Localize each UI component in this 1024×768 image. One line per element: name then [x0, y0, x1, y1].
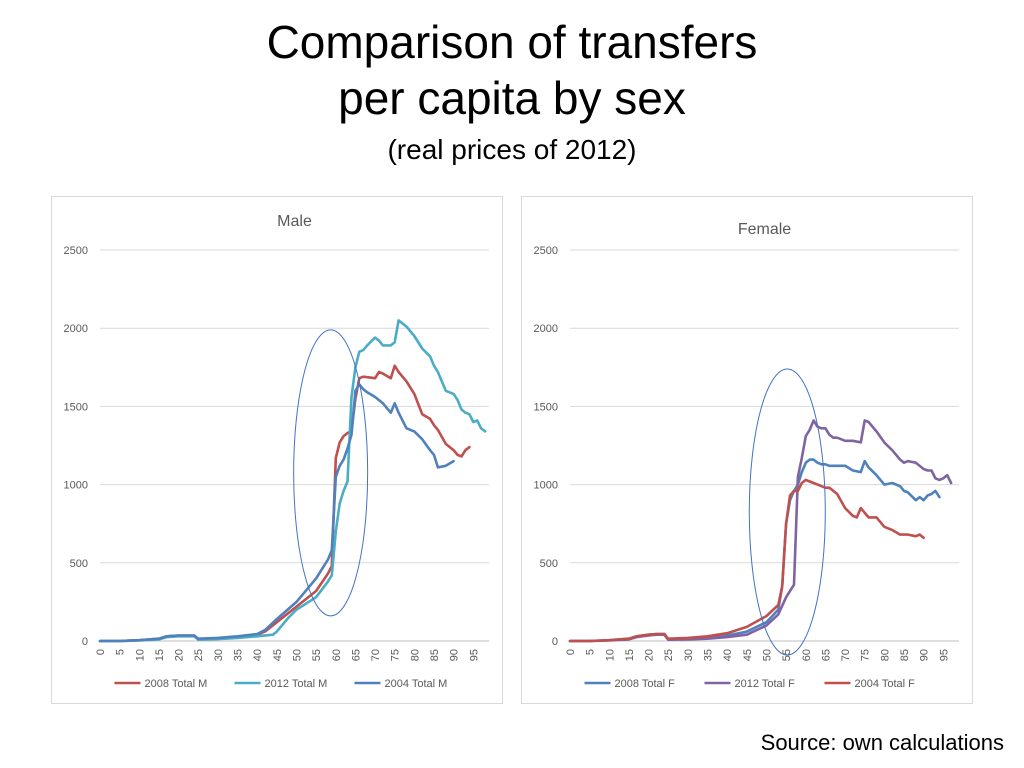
female-highlight-ellipse	[748, 368, 826, 656]
male-chart-panel: Male 0 500 1000 1500 2000 2500 0 5 10 15 20 25 30 35 40…	[51, 196, 503, 704]
female-x-tick-label: 50	[761, 649, 773, 661]
male-series-line-2004-total-m	[98, 383, 455, 643]
male-x-tick-label: 85	[429, 649, 441, 661]
male-y-tick-label: 1000	[64, 480, 88, 492]
male-x-tick-label: 0	[95, 649, 107, 655]
male-x-tick-label: 65	[350, 649, 362, 661]
female-x-tick-label: 70	[840, 649, 852, 661]
male-x-tick-label: 60	[331, 649, 343, 661]
male-y-tick-label: 2500	[64, 245, 88, 257]
female-y-tick-label: 2000	[534, 323, 558, 335]
female-x-tick-label: 60	[801, 649, 813, 661]
female-x-tick-label: 85	[899, 649, 911, 661]
male-highlight-ellipse	[293, 329, 369, 617]
female-legend-label: 2004 Total F	[855, 678, 916, 690]
female-x-tick-label: 20	[644, 649, 656, 661]
female-x-tick-label: 95	[938, 649, 950, 661]
male-x-tick-label: 35	[233, 649, 245, 661]
male-y-tick-label: 2000	[64, 323, 88, 335]
female-x-tick-label: 65	[820, 649, 832, 661]
female-y-tick-label: 1500	[534, 401, 558, 413]
female-legend-label: 2008 Total F	[615, 678, 676, 690]
source-note: Source: own calculations	[760, 730, 1004, 755]
female-x-tick-label: 35	[703, 649, 715, 661]
male-x-tick-label: 20	[174, 649, 186, 661]
male-x-tick-label: 95	[468, 649, 480, 661]
male-y-tick-label: 0	[82, 636, 88, 648]
female-chart: Female 0 500 1000 1500 2000 2500 0 5 10 15 20 25 30 35…	[534, 221, 959, 690]
female-x-tick-label: 15	[624, 649, 636, 661]
male-x-tick-label: 10	[134, 649, 146, 661]
female-chart-title: Female	[738, 221, 791, 238]
female-x-tick-label: 75	[860, 649, 872, 661]
page-title-line1: Comparison of transfers	[266, 16, 758, 68]
male-x-tick-label: 50	[291, 649, 303, 661]
male-x-tick-label: 5	[115, 649, 127, 655]
female-x-tick-label: 10	[604, 649, 616, 661]
female-series-line-2004-total-f	[568, 478, 925, 643]
male-x-tick-label: 40	[252, 649, 264, 661]
female-x-tick-label: 80	[879, 649, 891, 661]
male-chart: Male 0 500 1000 1500 2000 2500 0 5 10 15 20 25 30 35 40…	[64, 213, 489, 690]
male-x-tick-label: 75	[390, 649, 402, 661]
female-y-tick-label: 2500	[534, 245, 558, 257]
page-subtitle: (real prices of 2012)	[387, 134, 637, 165]
male-series-line-2008-total-m	[98, 364, 471, 643]
male-x-tick-label: 30	[213, 649, 225, 661]
female-x-tick-label: 25	[663, 649, 675, 661]
female-x-tick-label: 45	[742, 649, 754, 661]
male-series-line-2012-total-m	[98, 319, 487, 643]
male-x-tick-label: 80	[409, 649, 421, 661]
female-x-tick-label: 30	[683, 649, 695, 661]
female-x-tick-label: 40	[722, 649, 734, 661]
male-legend-label: 2008 Total M	[145, 678, 208, 690]
male-x-tick-label: 90	[449, 649, 461, 661]
male-legend-label: 2004 Total M	[385, 678, 448, 690]
male-y-tick-label: 1500	[64, 401, 88, 413]
male-x-tick-label: 70	[370, 649, 382, 661]
female-x-tick-label: 5	[585, 649, 597, 655]
female-y-tick-label: 0	[552, 636, 558, 648]
page-title-line2: per capita by sex	[338, 72, 686, 124]
female-y-tick-label: 1000	[534, 480, 558, 492]
male-x-tick-label: 55	[311, 649, 323, 661]
female-legend-label: 2012 Total F	[735, 678, 796, 690]
female-x-tick-label: 0	[565, 649, 577, 655]
female-series-line-2008-total-f	[568, 458, 941, 643]
male-legend-label: 2012 Total M	[265, 678, 328, 690]
female-x-tick-label: 90	[919, 649, 931, 661]
female-chart-panel: Female 0 500 1000 1500 2000 2500 0 5 10 15 20 25 30 35…	[521, 196, 973, 704]
female-y-tick-label: 500	[540, 558, 558, 570]
male-x-tick-label: 25	[193, 649, 205, 661]
page-title-block: Comparison of transfers per capita by se…	[0, 14, 1024, 170]
male-x-tick-label: 45	[272, 649, 284, 661]
male-chart-title: Male	[277, 213, 312, 230]
male-y-tick-label: 500	[70, 558, 88, 570]
male-x-tick-label: 15	[154, 649, 166, 661]
